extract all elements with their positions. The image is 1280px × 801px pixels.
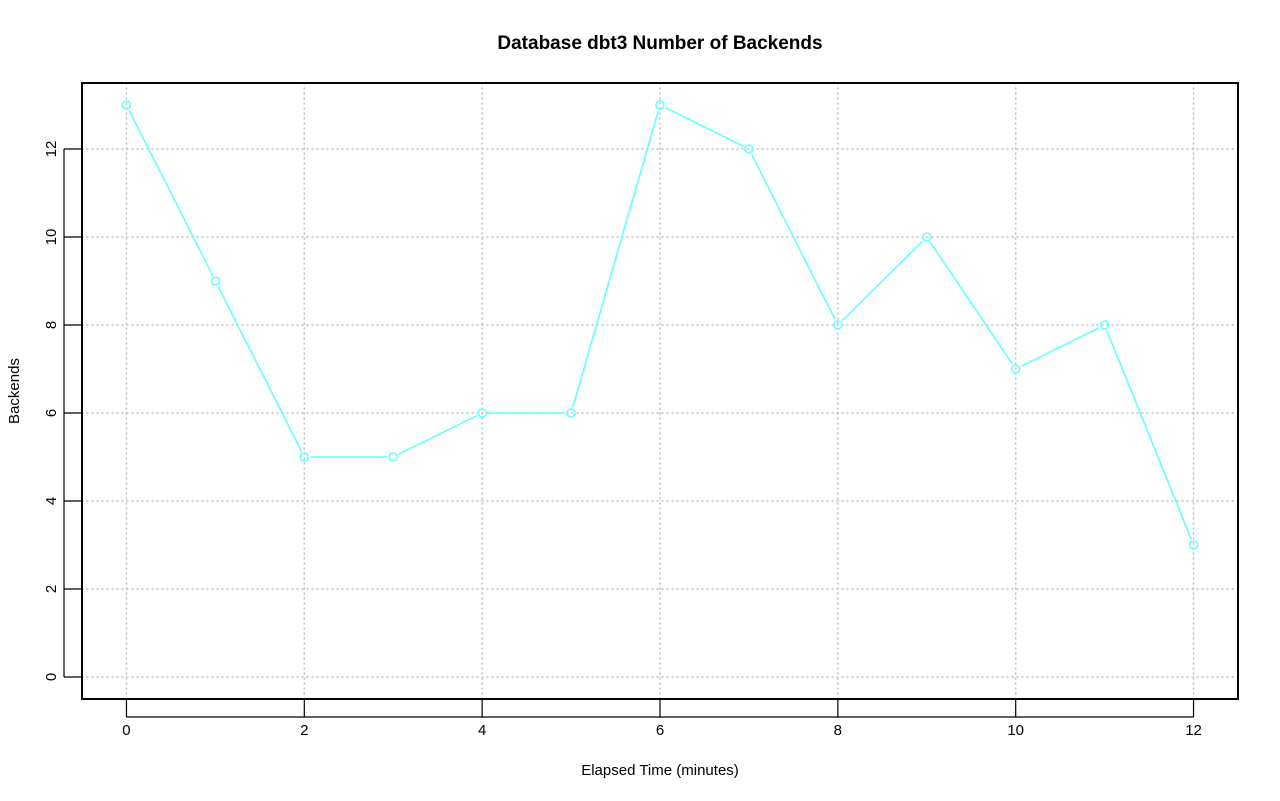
y-tick-label: 4 <box>43 497 60 505</box>
series-line-segment <box>217 285 303 453</box>
data-point <box>121 100 132 110</box>
grid-lines <box>81 82 1239 700</box>
data-point <box>210 276 221 286</box>
x-tick-label: 0 <box>122 722 130 739</box>
data-point <box>1188 540 1199 550</box>
x-tick-label: 6 <box>656 722 664 739</box>
series-layer <box>121 100 1199 550</box>
data-point <box>833 320 843 330</box>
y-tick-label: 0 <box>43 673 60 681</box>
data-point <box>1010 364 1021 374</box>
chart-title: Database dbt3 Number of Backends <box>497 33 822 54</box>
series-line-segment <box>665 106 744 148</box>
data-point <box>388 452 399 462</box>
y-tick-label: 6 <box>43 409 60 417</box>
series-line-segment <box>841 240 924 322</box>
x-tick-label: 4 <box>478 722 486 739</box>
y-axis: 0 2 4 6 8 10 12 <box>43 141 82 681</box>
series-line-segment <box>929 241 1014 365</box>
data-point <box>744 144 754 154</box>
x-tick-label: 10 <box>1007 722 1024 739</box>
series-line-segment <box>1106 330 1193 540</box>
data-point <box>1099 320 1110 330</box>
data-point <box>566 408 576 418</box>
plot-area-frame <box>81 82 1239 700</box>
data-point <box>921 232 932 242</box>
x-tick-label: 8 <box>834 722 842 739</box>
y-tick-label: 2 <box>43 585 60 593</box>
y-tick-label: 8 <box>43 321 60 329</box>
x-tick-label: 12 <box>1185 722 1202 739</box>
data-point <box>477 408 487 418</box>
x-axis: 0 2 4 6 8 10 12 <box>122 700 1202 739</box>
x-tick-label: 2 <box>300 722 308 739</box>
series-line-segment <box>750 153 836 321</box>
data-point <box>655 100 665 110</box>
data-point <box>299 452 310 462</box>
series-line-segment <box>398 414 478 456</box>
y-axis-title: Backends <box>6 358 23 424</box>
series-line-segment <box>571 110 660 408</box>
y-tick-label: 10 <box>43 229 60 246</box>
series-line-segment <box>1020 326 1100 368</box>
x-axis-title: Elapsed Time (minutes) <box>581 762 739 779</box>
y-tick-label: 12 <box>43 141 60 158</box>
series-line-segment <box>128 109 214 277</box>
